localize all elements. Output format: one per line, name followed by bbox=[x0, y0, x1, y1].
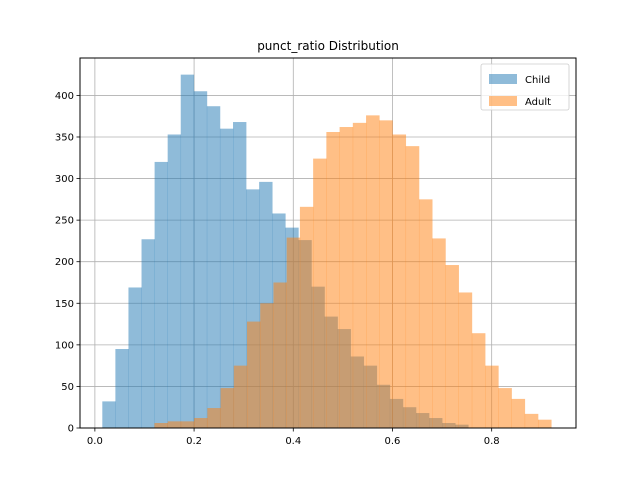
histogram-bar-adult bbox=[246, 321, 261, 428]
histogram-bar-adult bbox=[286, 237, 301, 428]
histogram-bar-child bbox=[219, 128, 234, 428]
series-adult-bars bbox=[154, 115, 552, 429]
histogram-bar-child bbox=[206, 106, 221, 428]
histogram-bar-adult bbox=[471, 333, 486, 428]
histogram-bar-adult bbox=[154, 423, 168, 428]
histogram-bar-child bbox=[167, 134, 182, 428]
histogram-bar-adult bbox=[167, 421, 182, 428]
legend-swatch-child bbox=[489, 74, 517, 84]
chart-title: punct_ratio Distribution bbox=[257, 39, 399, 53]
histogram-bar-adult bbox=[207, 408, 221, 428]
x-tick-label: 0.8 bbox=[484, 436, 500, 447]
histogram-bar-adult bbox=[313, 158, 327, 428]
histogram-bar-child bbox=[180, 74, 195, 428]
histogram-bar-child bbox=[102, 401, 116, 428]
histogram-bar-adult bbox=[352, 122, 367, 428]
axis-ticks: 0.0 0.2 0.4 0.6 0.8 0 50 100 150 200 250 300 350 400 bbox=[55, 91, 500, 447]
y-tick-label: 0 bbox=[68, 424, 74, 435]
legend-swatch-adult bbox=[489, 96, 517, 106]
histogram-bar-adult bbox=[273, 282, 287, 428]
histogram-bar-adult bbox=[392, 134, 407, 428]
histogram-bar-adult bbox=[339, 127, 354, 429]
histogram-bar-adult bbox=[299, 206, 314, 428]
legend-label-child: Child bbox=[525, 75, 550, 86]
histogram-bar-child bbox=[233, 122, 247, 429]
x-tick-label: 0.2 bbox=[186, 436, 202, 447]
histogram-bar-child bbox=[141, 239, 155, 428]
y-tick-label: 100 bbox=[55, 340, 74, 351]
histogram-bar-adult bbox=[511, 398, 526, 428]
x-tick-label: 0.0 bbox=[87, 436, 103, 447]
y-tick-label: 150 bbox=[55, 299, 74, 310]
histogram-bar-adult bbox=[524, 413, 539, 428]
histogram-bars bbox=[102, 74, 552, 429]
y-tick-label: 250 bbox=[55, 216, 74, 227]
histogram-bar-adult bbox=[418, 199, 433, 428]
histogram-bar-adult bbox=[194, 418, 208, 428]
plot-area-frame bbox=[79, 57, 577, 429]
histogram-bar-child bbox=[115, 349, 129, 428]
legend: Child Adult bbox=[480, 63, 570, 111]
histogram-bar-adult bbox=[220, 388, 235, 428]
histogram-bar-child bbox=[154, 161, 168, 428]
histogram-bar-adult bbox=[180, 421, 195, 428]
y-tick-label: 200 bbox=[55, 257, 74, 268]
histogram-bar-adult bbox=[379, 120, 393, 428]
y-tick-label: 300 bbox=[55, 174, 74, 185]
y-tick-label: 50 bbox=[61, 382, 74, 393]
histogram-bar-child bbox=[128, 287, 142, 428]
y-tick-label: 350 bbox=[55, 132, 74, 143]
y-tick-label: 400 bbox=[55, 91, 74, 102]
x-tick-label: 0.6 bbox=[385, 436, 401, 447]
histogram-bar-adult bbox=[260, 303, 274, 428]
histogram-bar-adult bbox=[445, 265, 459, 428]
x-tick-label: 0.4 bbox=[285, 436, 301, 447]
histogram-bar-adult bbox=[458, 292, 473, 428]
histogram-bar-adult bbox=[405, 146, 420, 428]
legend-label-adult: Adult bbox=[525, 97, 551, 108]
histogram-bar-adult bbox=[498, 388, 512, 428]
histogram-bar-adult bbox=[326, 132, 340, 428]
histogram-bar-adult bbox=[485, 365, 499, 428]
histogram-bar-adult bbox=[432, 238, 446, 428]
histogram-bar-adult bbox=[538, 419, 552, 428]
histogram-bar-child bbox=[193, 91, 208, 429]
histogram-bar-adult bbox=[366, 115, 380, 428]
histogram-bar-adult bbox=[233, 365, 248, 428]
